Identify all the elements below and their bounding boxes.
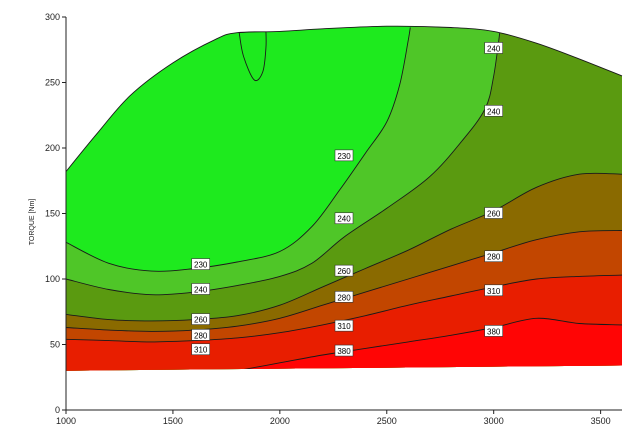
- contour-label-text: 310: [194, 346, 208, 355]
- contour-label: 260: [334, 264, 354, 277]
- x-tick-label: 3000: [484, 416, 504, 426]
- contour-label-box: [484, 105, 503, 117]
- contour-label-text: 260: [337, 267, 351, 276]
- contour-label-text: 240: [337, 215, 351, 224]
- contour-label-box: [484, 325, 503, 337]
- x-tick-label: 3500: [591, 416, 611, 426]
- contour-label-box: [334, 212, 354, 225]
- contour-label-box: [484, 207, 503, 219]
- y-tick-label: 300: [45, 12, 60, 22]
- contour-label-text: 240: [487, 44, 501, 53]
- contour-label: 260: [191, 313, 211, 325]
- contour-label: 280: [191, 329, 211, 341]
- contour-label-box: [334, 344, 354, 357]
- contour-label-text: 380: [337, 347, 351, 356]
- contour-label-box: [334, 149, 354, 162]
- contour-label-box: [334, 319, 354, 332]
- contour-label-text: 310: [487, 287, 501, 296]
- contour-label: 310: [334, 319, 354, 332]
- contour-label-box: [191, 329, 211, 341]
- contour-line-260: [66, 172, 622, 322]
- contour-label-text: 260: [194, 316, 208, 325]
- contour-islands: [238, 29, 267, 81]
- contour-line-240: [66, 30, 501, 296]
- band-310: [66, 275, 622, 371]
- y-tick-label: 100: [45, 274, 60, 284]
- contour-label-text: 230: [194, 261, 208, 270]
- contour-label-box: [484, 250, 503, 263]
- contour-label: 280: [484, 250, 503, 263]
- y-tick-label: 200: [45, 143, 60, 153]
- envelope-outline: [65, 25, 623, 172]
- contour-label-text: 240: [487, 107, 501, 116]
- contour-label: 240: [484, 42, 503, 54]
- y-tick-label: 250: [45, 78, 60, 88]
- contour-label: 240: [484, 105, 503, 117]
- contour-label: 240: [334, 212, 354, 225]
- contour-label: 230: [334, 149, 354, 162]
- x-tick-label: 2500: [377, 416, 397, 426]
- contour-line-230: [66, 27, 411, 272]
- contour-label-text: 240: [194, 285, 208, 294]
- contour-label-box: [191, 258, 211, 270]
- y-axis-label: TORQUE [Nm]: [29, 199, 36, 246]
- contour-label-box: [191, 283, 211, 295]
- contour-label-text: 280: [487, 253, 501, 262]
- contour-label: 380: [334, 344, 354, 357]
- axes: 1000 1500 2000 2500 3000 3500 0 50 100 150 200 250 3…: [45, 12, 622, 426]
- contour-labels: 240 240 230 240 260 260 280 280 310 310 380 380 230 2…: [191, 42, 503, 357]
- contour-label-text: 280: [194, 331, 208, 340]
- x-tick-label: 1500: [163, 416, 183, 426]
- band-380: [66, 318, 622, 371]
- contour-label-box: [334, 291, 354, 303]
- y-tick-label: 50: [50, 340, 60, 350]
- contour-label: 310: [484, 284, 503, 297]
- contour-label: 310: [191, 343, 211, 356]
- contour-label: 280: [334, 291, 354, 303]
- y-tick-label: 150: [45, 209, 60, 219]
- contour-label-text: 230: [337, 152, 351, 161]
- contour-label: 240: [191, 283, 211, 295]
- contour-label-box: [334, 264, 354, 277]
- contour-label-box: [484, 284, 503, 297]
- contour-label: 260: [484, 207, 503, 219]
- contour-label-box: [484, 42, 503, 54]
- contour-label-box: [191, 343, 211, 356]
- contour-label-text: 380: [487, 327, 501, 336]
- x-tick-label: 2000: [270, 416, 290, 426]
- contour-label-text: 310: [337, 322, 351, 331]
- contour-line-380: [237, 317, 622, 371]
- contour-label-text: 260: [487, 210, 501, 219]
- contour-label: 230: [191, 258, 211, 270]
- contour-label-box: [191, 313, 211, 325]
- contour-label-text: 280: [337, 293, 351, 302]
- x-tick-label: 1000: [56, 416, 76, 426]
- y-tick-label: 0: [55, 405, 60, 415]
- contour-island: [238, 29, 267, 81]
- contour-label: 380: [484, 325, 503, 337]
